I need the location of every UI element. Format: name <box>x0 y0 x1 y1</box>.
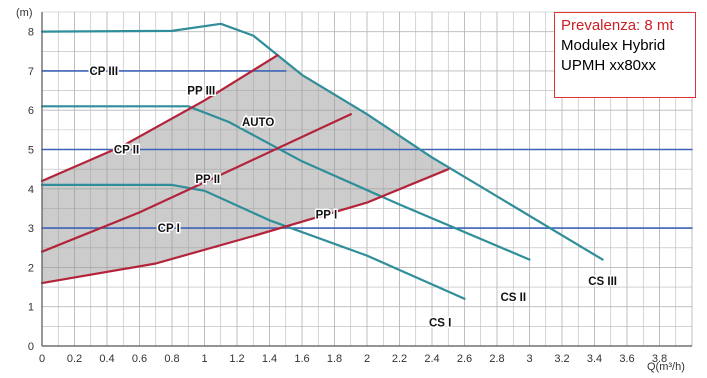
y-tick-label: 3 <box>28 223 34 235</box>
y-tick-label: 4 <box>28 184 34 196</box>
x-tick-label: 1.6 <box>294 353 309 365</box>
series-cs-i <box>40 183 466 300</box>
x-tick-label: 3.2 <box>554 353 569 365</box>
auto-region-fill <box>42 35 449 284</box>
curve-label-pp-ii: PP II <box>195 174 220 186</box>
x-tick-label: 2.6 <box>457 353 472 365</box>
info-model: Modulex Hybrid <box>561 37 666 54</box>
x-tick-label: 2.8 <box>489 353 504 365</box>
x-tick-label: 2.4 <box>424 353 439 365</box>
x-tick-label: 0 <box>39 353 45 365</box>
y-tick-label: 1 <box>28 302 34 314</box>
y-tick-label: 7 <box>28 66 34 78</box>
x-tick-label: 1.2 <box>229 353 244 365</box>
curve-label-cp-iii: CP III <box>89 66 118 78</box>
curve-labels: CP III PP III AUTO CP II PP II PP I CP I CS III… <box>88 64 619 330</box>
y-tick-label: 5 <box>28 145 34 157</box>
y-axis-label: (m) <box>16 7 33 19</box>
y-tick-label: 8 <box>28 27 34 39</box>
auto-region <box>42 35 449 284</box>
x-tick-label: 3 <box>526 353 532 365</box>
info-code: UPMH xx80xx <box>561 57 657 74</box>
series-pp-ii <box>40 113 352 253</box>
y-tick-label: 6 <box>28 105 34 117</box>
series-cs-ii <box>40 105 531 261</box>
x-tick-label: 0.2 <box>67 353 82 365</box>
x-tick-label: 1 <box>201 353 207 365</box>
series-pp-iii <box>40 54 279 183</box>
series-lines <box>40 22 693 300</box>
x-tick-label: 2.2 <box>392 353 407 365</box>
x-tick-label: 1.4 <box>262 353 277 365</box>
x-tick-label: 3.8 <box>652 353 667 365</box>
x-axis-label: Q(m³/h) <box>647 361 685 373</box>
info-head: Prevalenza: 8 mt <box>561 17 674 34</box>
x-tick-label: 3.4 <box>587 353 602 365</box>
x-tick-label: 3.6 <box>619 353 634 365</box>
curve-label-cs-iii: CS III <box>588 276 617 288</box>
y-tick-label: 2 <box>28 262 34 274</box>
y-tick-label: 0 <box>28 341 34 353</box>
x-tick-label: 0.6 <box>132 353 147 365</box>
x-tick-label: 0.8 <box>164 353 179 365</box>
curve-label-cs-ii: CS II <box>500 292 526 304</box>
curve-label-pp-i: PP I <box>316 209 338 221</box>
series-pp-i <box>40 168 450 285</box>
axes: 0 0.2 0.4 0.6 0.8 1 1.2 1.4 1.6 1.8 2 2.2 2.4 2.6 2.8 3… <box>28 12 692 365</box>
x-tick-label: 0.4 <box>99 353 114 365</box>
curve-label-cp-i: CP I <box>158 223 180 235</box>
info-box: Prevalenza: 8 mt Modulex Hybrid UPMH xx8… <box>554 12 696 98</box>
curve-label-auto: AUTO <box>242 117 274 129</box>
x-tick-label: 2 <box>364 353 370 365</box>
x-tick-label: 1.8 <box>327 353 342 365</box>
curve-label-pp-iii: PP III <box>187 86 215 98</box>
curve-label-cs-i: CS I <box>429 317 451 329</box>
curve-label-cp-ii: CP II <box>114 145 139 157</box>
